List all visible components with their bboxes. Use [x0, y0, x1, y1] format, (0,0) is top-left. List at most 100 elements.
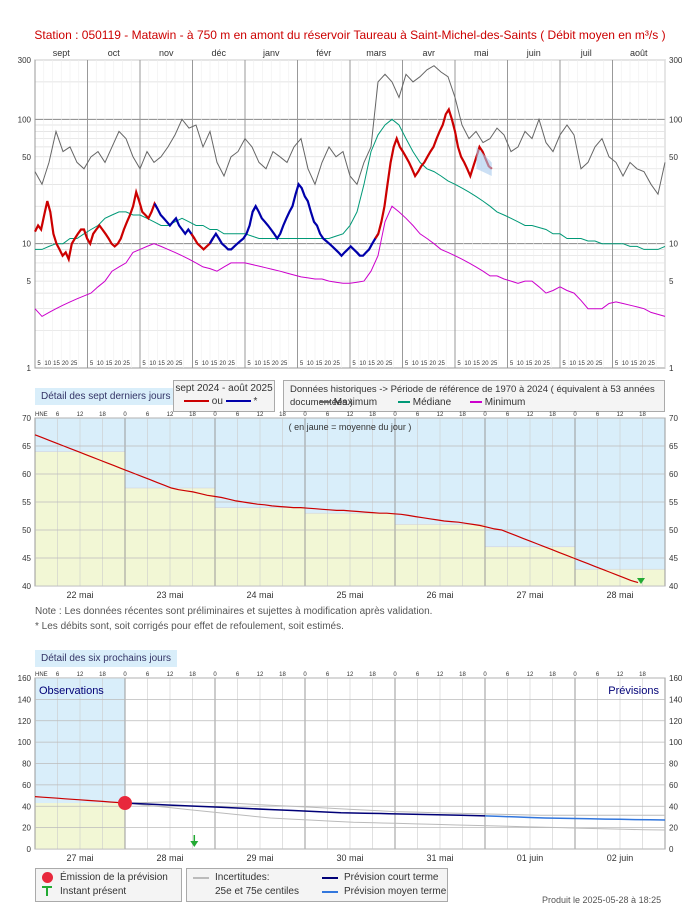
- day-label: 27 mai: [66, 853, 93, 863]
- hour-label: 18: [99, 672, 106, 678]
- day-tick-label: 10: [622, 361, 629, 367]
- y-tick-right: 50: [669, 526, 678, 535]
- day-tick-label: 5: [195, 361, 199, 367]
- day-tick-label: 15: [578, 361, 585, 367]
- forecast-label: Prévisions: [608, 685, 659, 697]
- month-label: déc: [211, 48, 226, 58]
- month-label: août: [630, 48, 648, 58]
- day-tick-label: 20: [219, 361, 226, 367]
- day-tick-label: 15: [106, 361, 113, 367]
- series-médiane: [35, 118, 666, 250]
- day-tick-label: 15: [526, 361, 533, 367]
- day-tick-label: 10: [569, 361, 576, 367]
- hour-label: 6: [146, 672, 150, 678]
- month-label: févr: [316, 48, 331, 58]
- series-75e-centile: [124, 801, 665, 816]
- day-tick-label: 15: [211, 361, 218, 367]
- y-tick-right: 20: [669, 824, 678, 833]
- day-tick-label: 25: [71, 361, 78, 367]
- y-tick-right: 120: [669, 717, 683, 726]
- y-tick-left: 50: [22, 526, 31, 535]
- month-label: nov: [159, 48, 174, 58]
- day-tick-label: 15: [368, 361, 375, 367]
- legend-star: *: [253, 396, 258, 407]
- y-tick-left: 65: [22, 442, 31, 451]
- legend-max: Maximum: [333, 397, 378, 408]
- uncertainty-line-icon: [193, 877, 209, 879]
- y-tick-right: 60: [669, 781, 678, 790]
- present-marker: [190, 841, 199, 847]
- day-tick-label: 10: [307, 361, 314, 367]
- day-label: 27 mai: [516, 590, 543, 598]
- hour-label: 0: [123, 412, 127, 418]
- hour-label: 18: [459, 412, 466, 418]
- chart-title: Station : 050119 - Matawin - à 750 m en …: [34, 28, 666, 42]
- series-court-terme: [124, 802, 486, 817]
- series-debit: [34, 434, 639, 584]
- annotation-text: ( en jaune = moyenne du jour ): [289, 422, 412, 432]
- day-tick-label: 10: [97, 361, 104, 367]
- hour-label: 18: [369, 672, 376, 678]
- series-observations: [34, 796, 126, 804]
- present-marker: [637, 578, 645, 584]
- y-tick-left: 100: [18, 738, 32, 747]
- day-tick-label: 5: [510, 361, 514, 367]
- day-tick-label: 25: [333, 361, 340, 367]
- y-tick-left: 160: [18, 674, 32, 683]
- legend-min: Minimum: [484, 397, 526, 408]
- footer-produced: Produit le 2025-05-28 à 18:25: [542, 895, 662, 905]
- legend-max-line: [319, 401, 331, 404]
- hour-label: 6: [596, 412, 600, 418]
- day-tick-label: 15: [53, 361, 60, 367]
- hour-label: 12: [347, 672, 354, 678]
- hour-label: 18: [99, 412, 106, 418]
- day-tick-label: 25: [123, 361, 130, 367]
- hne-label: HNE: [35, 672, 48, 678]
- hour-label: 6: [56, 672, 60, 678]
- present-marker-icon: [46, 886, 48, 896]
- day-tick-label: 5: [300, 361, 304, 367]
- day-tick-label: 20: [272, 361, 279, 367]
- series-minimum: [34, 205, 666, 318]
- hour-label: 12: [77, 672, 84, 678]
- y-tick-left: 1: [27, 364, 32, 373]
- day-tick-label: 25: [176, 361, 183, 367]
- day-label: 28 mai: [156, 853, 183, 863]
- hour-label: 18: [549, 412, 556, 418]
- y-tick-left: 70: [22, 414, 31, 423]
- hour-label: 0: [483, 672, 487, 678]
- hour-label: 0: [213, 412, 217, 418]
- day-tick-label: 25: [281, 361, 288, 367]
- y-tick-right: 100: [669, 738, 683, 747]
- hour-label: 0: [573, 672, 577, 678]
- day-tick-label: 20: [377, 361, 384, 367]
- hour-label: 18: [369, 412, 376, 418]
- emission-marker: [118, 796, 132, 811]
- hour-label: 12: [527, 412, 534, 418]
- day-tick-label: 25: [491, 361, 498, 367]
- day-label: 23 mai: [156, 590, 183, 598]
- month-label: oct: [108, 48, 121, 58]
- legend-red-line: [184, 400, 209, 403]
- hour-label: 0: [393, 672, 397, 678]
- hour-label: 18: [639, 412, 646, 418]
- month-label: mai: [474, 48, 489, 58]
- day-label: 01 juin: [517, 853, 544, 863]
- hour-label: 12: [617, 412, 624, 418]
- hour-label: 18: [189, 672, 196, 678]
- day-tick-label: 20: [114, 361, 121, 367]
- y-tick-left: 120: [18, 717, 32, 726]
- day-label: 28 mai: [606, 590, 633, 598]
- hour-label: 0: [303, 672, 307, 678]
- day-tick-label: 15: [158, 361, 165, 367]
- note-preliminary: Note : Les données récentes sont prélimi…: [35, 606, 433, 617]
- section-label-last-seven-days: Détail des sept derniers jours: [35, 388, 177, 405]
- hour-label: 12: [437, 412, 444, 418]
- y-tick-left: 80: [22, 760, 31, 769]
- series-current-segment: [34, 187, 159, 263]
- hour-label: 0: [393, 412, 397, 418]
- day-tick-label: 25: [386, 361, 393, 367]
- y-tick-right: 55: [669, 498, 678, 507]
- day-tick-label: 10: [254, 361, 261, 367]
- y-tick-right: 0: [669, 845, 674, 854]
